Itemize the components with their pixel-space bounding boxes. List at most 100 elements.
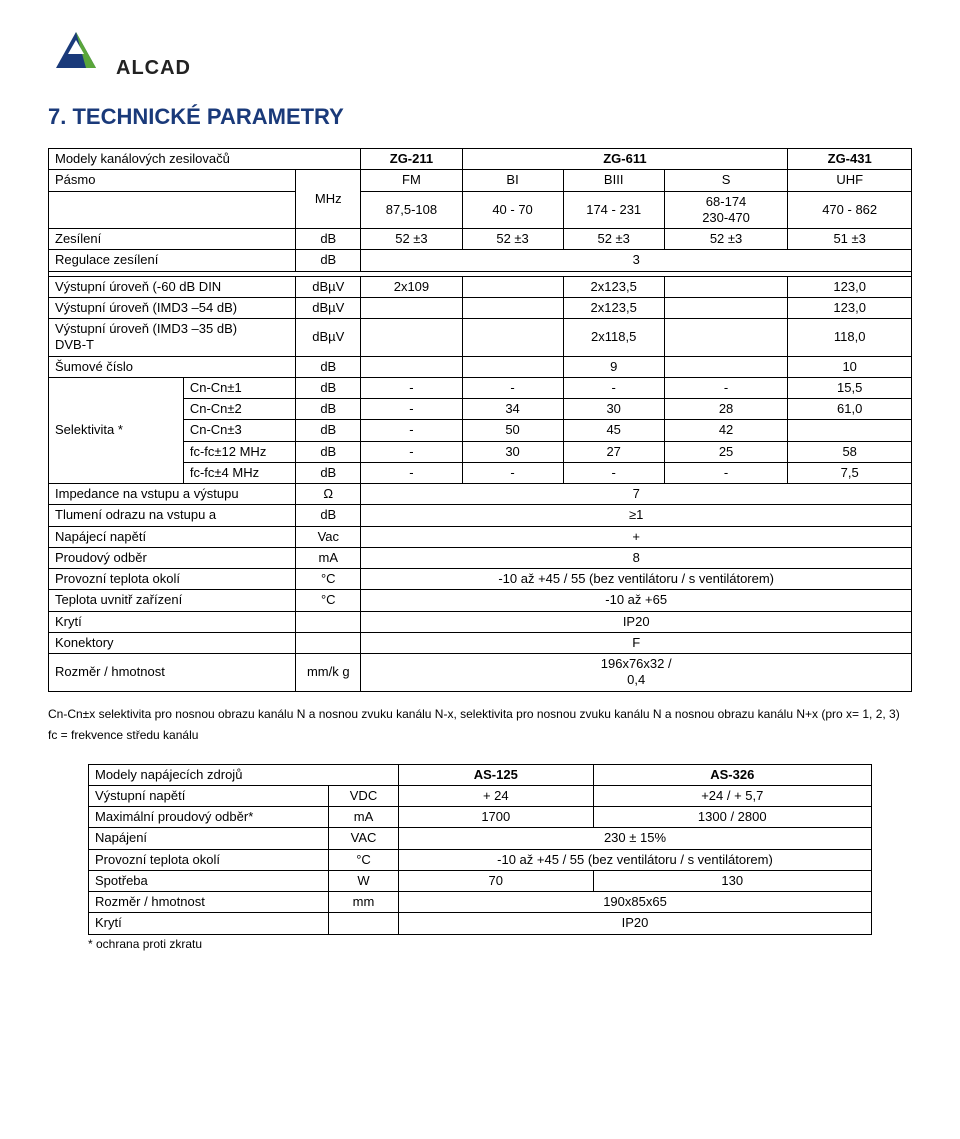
cell: - <box>462 377 563 398</box>
psu-row-label: Rozměr / hmotnost <box>89 892 329 913</box>
page-title: 7. TECHNICKÉ PARAMETRY <box>48 104 912 130</box>
row-unit: dBµV <box>296 319 361 357</box>
psu-cell: 130 <box>593 870 871 891</box>
psu-row-label: Provozní teplota okolí <box>89 849 329 870</box>
cell: 10 <box>788 356 912 377</box>
psu-header-label: Modely napájecích zdrojů <box>89 764 399 785</box>
psu-row-value: -10 až +45 / 55 (bez ventilátoru / s ven… <box>399 849 872 870</box>
band-range: 87,5-108 <box>361 191 462 229</box>
row-label: Výstupní úroveň (IMD3 –54 dB) <box>49 297 296 318</box>
psu-cell: + 24 <box>399 785 594 806</box>
selektivita-sub: Cn-Cn±3 <box>183 420 295 441</box>
cell: 27 <box>563 441 664 462</box>
row-value: F <box>361 632 912 653</box>
band-unit: MHz <box>296 170 361 229</box>
row-unit: dB <box>296 420 361 441</box>
psu-model: AS-326 <box>593 764 871 785</box>
row-label: Krytí <box>49 611 296 632</box>
row-label: Impedance na vstupu a výstupu <box>49 484 296 505</box>
row-unit: mm/k g <box>296 654 361 692</box>
band-col: FM <box>361 170 462 191</box>
model-col: ZG-431 <box>788 149 912 170</box>
cell <box>664 276 788 297</box>
cell: - <box>563 462 664 483</box>
selektivita-sub: Cn-Cn±2 <box>183 399 295 420</box>
psu-row-label: Spotřeba <box>89 870 329 891</box>
cell: 2x123,5 <box>563 276 664 297</box>
cell: 123,0 <box>788 276 912 297</box>
cell: 123,0 <box>788 297 912 318</box>
model-col: ZG-611 <box>462 149 788 170</box>
cell: - <box>462 462 563 483</box>
cell: 28 <box>664 399 788 420</box>
row-unit: dB <box>296 462 361 483</box>
footnote-1: Cn-Cn±x selektivita pro nosnou obrazu ka… <box>48 706 912 722</box>
row-label: Zesílení <box>49 229 296 250</box>
psu-row-unit <box>329 913 399 934</box>
row-unit: dB <box>296 356 361 377</box>
row-label: Napájecí napětí <box>49 526 296 547</box>
row-label: Konektory <box>49 632 296 653</box>
row-label: Výstupní úroveň (-60 dB DIN <box>49 276 296 297</box>
cell: - <box>361 462 462 483</box>
cell: 61,0 <box>788 399 912 420</box>
row-unit: dB <box>296 399 361 420</box>
row-label: Provozní teplota okolí <box>49 569 296 590</box>
row-unit: dB <box>296 441 361 462</box>
cell: 34 <box>462 399 563 420</box>
model-col: ZG-211 <box>361 149 462 170</box>
row-unit: Ω <box>296 484 361 505</box>
band-range: 40 - 70 <box>462 191 563 229</box>
psu-row-label: Maximální proudový odběr* <box>89 807 329 828</box>
row-unit: dBµV <box>296 297 361 318</box>
cell: 58 <box>788 441 912 462</box>
band-range: 174 - 231 <box>563 191 664 229</box>
cell <box>462 356 563 377</box>
cell: - <box>361 377 462 398</box>
cell: - <box>361 399 462 420</box>
row-unit: mA <box>296 547 361 568</box>
selektivita-sub: fc-fc±4 MHz <box>183 462 295 483</box>
cell <box>462 297 563 318</box>
row-value: 8 <box>361 547 912 568</box>
cell: - <box>664 377 788 398</box>
cell: 25 <box>664 441 788 462</box>
cell: - <box>664 462 788 483</box>
cell <box>462 319 563 357</box>
row-value: ≥1 <box>361 505 912 526</box>
row-unit: Vac <box>296 526 361 547</box>
row-label: Tlumení odrazu na vstupu a <box>49 505 296 526</box>
psu-model: AS-125 <box>399 764 594 785</box>
row-value: + <box>361 526 912 547</box>
row-unit <box>296 632 361 653</box>
cell <box>361 297 462 318</box>
row-unit: dBµV <box>296 276 361 297</box>
psu-row-label: Výstupní napětí <box>89 785 329 806</box>
cell <box>664 297 788 318</box>
spec-table: Modely kanálových zesilovačůZG-211ZG-611… <box>48 148 912 692</box>
cell: 15,5 <box>788 377 912 398</box>
psu-cell: +24 / + 5,7 <box>593 785 871 806</box>
cell <box>361 319 462 357</box>
row-unit: dB <box>296 377 361 398</box>
footnote-2: fc = frekvence středu kanálu <box>48 728 912 742</box>
cell: 30 <box>462 441 563 462</box>
psu-row-unit: VAC <box>329 828 399 849</box>
selektivita-sub: Cn-Cn±1 <box>183 377 295 398</box>
row-label: Proudový odběr <box>49 547 296 568</box>
cell: - <box>361 441 462 462</box>
brand-logo <box>48 24 104 80</box>
row-label: Teplota uvnitř zařízení <box>49 590 296 611</box>
row-label: Výstupní úroveň (IMD3 –35 dB) DVB-T <box>49 319 296 357</box>
cell <box>361 356 462 377</box>
psu-footnote: * ochrana proti zkratu <box>88 937 872 951</box>
row-unit: dB <box>296 505 361 526</box>
cell <box>462 276 563 297</box>
band-label: Pásmo <box>49 170 296 191</box>
row-value: 196x76x32 / 0,4 <box>361 654 912 692</box>
cell: 7,5 <box>788 462 912 483</box>
cell: 2x118,5 <box>563 319 664 357</box>
psu-row-unit: mm <box>329 892 399 913</box>
band-col: BI <box>462 170 563 191</box>
row-unit: °C <box>296 569 361 590</box>
